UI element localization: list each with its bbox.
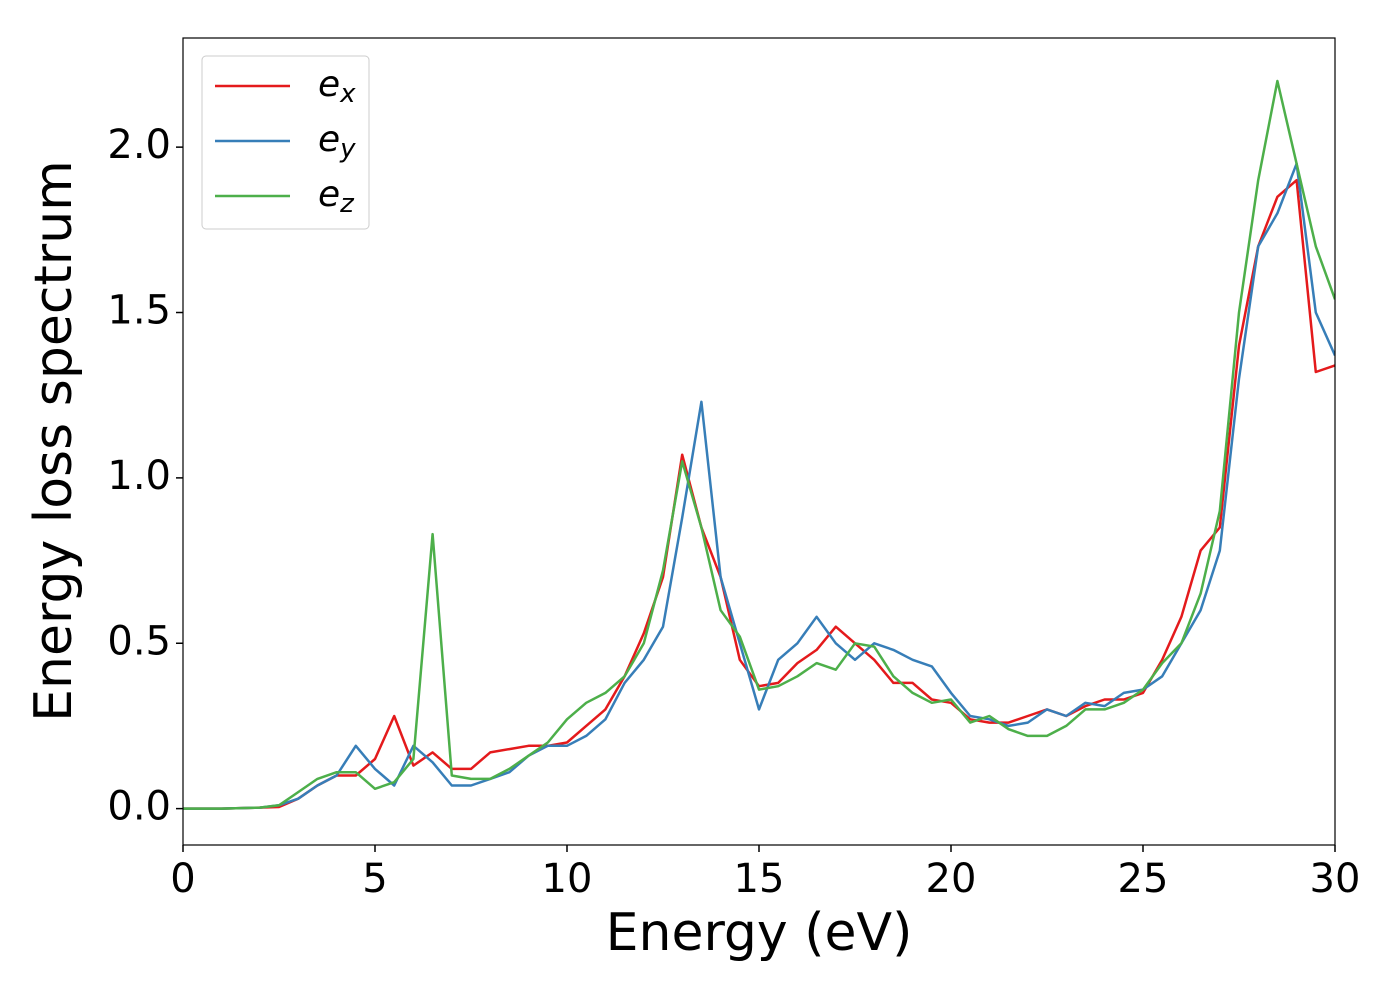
y-tick-label: 1.0 [107, 453, 171, 499]
legend-label: ex [318, 64, 356, 109]
x-tick-label: 30 [1310, 856, 1361, 902]
x-tick-label: 5 [362, 856, 387, 902]
series-line [183, 79, 1335, 810]
series-line [183, 178, 1335, 810]
y-tick-label: 0.5 [107, 618, 171, 664]
x-axis-label: Energy (eV) [606, 903, 913, 963]
x-tick-label: 15 [734, 856, 785, 902]
x-tick-label: 0 [170, 856, 195, 902]
x-tick-label: 25 [1118, 856, 1169, 902]
y-tick-label: 2.0 [107, 122, 171, 168]
series-line [183, 162, 1335, 810]
plot-frame [182, 37, 1336, 846]
legend-box [201, 55, 370, 230]
y-axis-label: Energy loss spectrum [24, 160, 84, 722]
legend-label: ey [318, 119, 356, 164]
legend: ex ey ez [201, 55, 370, 230]
legend-label: ez [318, 174, 355, 219]
y-tick-label: 1.5 [107, 288, 171, 334]
y-tick-label: 0.0 [107, 784, 171, 830]
x-tick-label: 10 [542, 856, 593, 902]
x-tick-label: 20 [926, 856, 977, 902]
